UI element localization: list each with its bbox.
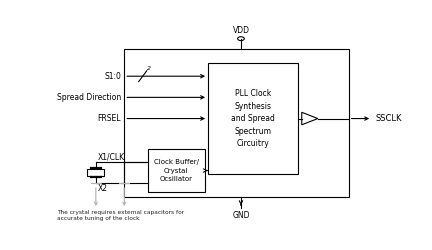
Text: VDD: VDD [232, 26, 249, 35]
Text: X1/CLK: X1/CLK [98, 152, 125, 161]
Text: Spread Direction: Spread Direction [57, 93, 121, 102]
Text: S1:0: S1:0 [104, 72, 121, 81]
Text: X2: X2 [98, 184, 108, 193]
Bar [148, 149, 205, 192]
Text: FRSEL: FRSEL [98, 114, 121, 123]
Text: The crystal requires external capacitors for
accurate tuning of the clock: The crystal requires external capacitors… [57, 210, 184, 220]
Bar [87, 169, 104, 176]
Bar [208, 63, 299, 174]
Bar [124, 49, 349, 198]
Text: Clock Buffer/
Crystal
Ocsillator: Clock Buffer/ Crystal Ocsillator [154, 159, 199, 182]
Text: 2: 2 [147, 66, 151, 71]
Text: SSCLK: SSCLK [375, 114, 402, 123]
Text: PLL Clock
Synthesis
and Spread
Spectrum
Circuitry: PLL Clock Synthesis and Spread Spectrum … [231, 89, 275, 148]
Text: GND: GND [232, 211, 250, 220]
Polygon shape [302, 112, 318, 125]
